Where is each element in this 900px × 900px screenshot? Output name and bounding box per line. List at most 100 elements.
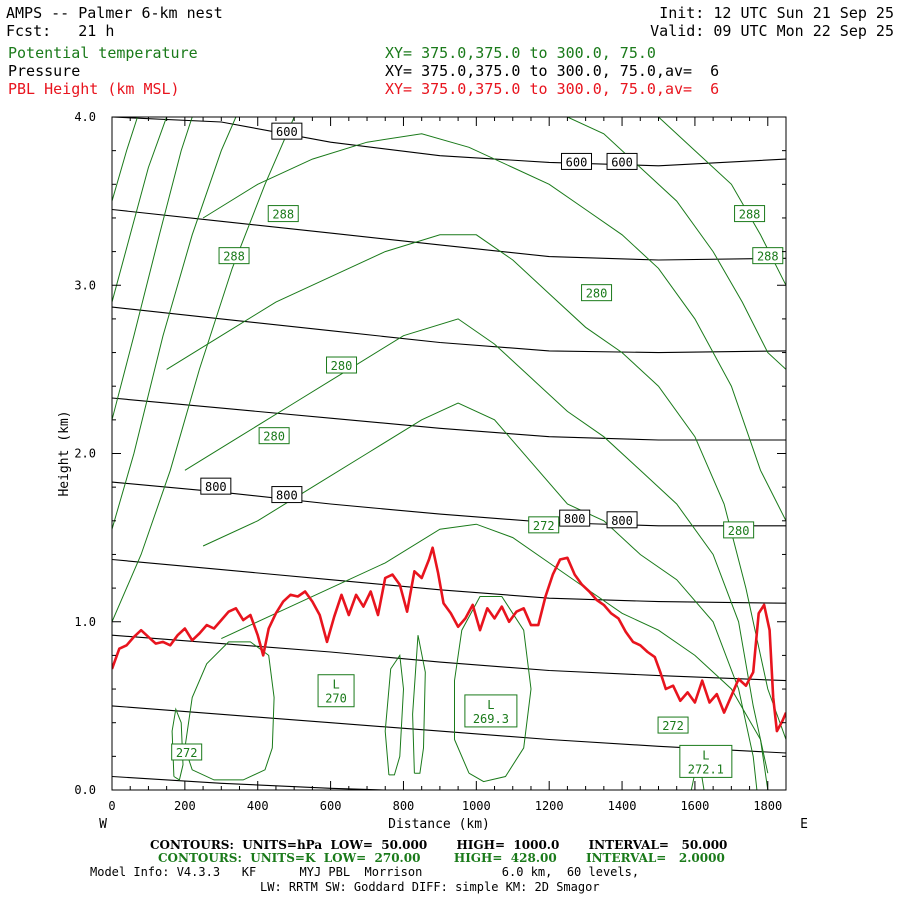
- contour-label-box: [200, 477, 232, 495]
- contour-label-box: [171, 743, 203, 761]
- contour-label-theta: 288: [223, 250, 245, 264]
- contour-label-theta: 272: [662, 719, 684, 733]
- field-pressure-title: Pressure: [8, 62, 81, 80]
- x-tick-label: 1400: [608, 799, 637, 813]
- contour-label-pressure: 800: [611, 514, 633, 528]
- low-center-symbol: L: [487, 698, 494, 712]
- contour-label-pressure: 800: [564, 512, 586, 526]
- theta-contour-2: [112, 117, 193, 420]
- field-pbl-title: PBL Height (km MSL): [8, 80, 180, 98]
- footer-theta-contours: CONTOURS: UNITS=K LOW= 270.00 HIGH= 428.…: [158, 851, 725, 865]
- x-tick-label: 600: [320, 799, 342, 813]
- theta-contour-8: [166, 234, 786, 740]
- cross-section-theta: XY= 375.0,375.0 to 300.0, 75.0: [385, 44, 656, 62]
- x-tick-label: 1600: [680, 799, 709, 813]
- theta-closed-contour-1: [454, 596, 532, 783]
- footer-pressure-contours: CONTOURS: UNITS=hPa LOW= 50.000 HIGH= 10…: [150, 838, 728, 852]
- x-tick-label: 200: [174, 799, 196, 813]
- contour-label-box: [734, 205, 766, 223]
- contour-label-theta: 280: [331, 359, 353, 373]
- low-center-value: 272.1: [688, 762, 724, 776]
- contour-label-box: [271, 486, 303, 504]
- low-center-box: [679, 744, 733, 778]
- contour-label-theta: 272: [176, 746, 198, 760]
- cross-section-plot: 600 600 600 800 800 800 800 288 288 288 288 280 280 2…: [57, 110, 808, 832]
- contour-label-pressure: 600: [566, 155, 588, 169]
- theta-closed-contour-0: [184, 641, 275, 781]
- theta-contour-3: [112, 117, 168, 303]
- x-tick-label: 1800: [753, 799, 782, 813]
- y-tick-label: 4.0: [74, 110, 96, 124]
- contour-label-theta: 288: [739, 208, 761, 222]
- theta-contour-9: [202, 133, 786, 522]
- footer-model-info: Model Info: V4.3.3 KF MYJ PBL Morrison 6…: [90, 865, 640, 879]
- pbl-height-line: [112, 546, 786, 733]
- contour-label-box: [606, 511, 638, 529]
- x-tick-label: 400: [247, 799, 269, 813]
- theta-contour-7: [184, 318, 769, 774]
- y-tick-label: 3.0: [74, 278, 96, 292]
- contour-label-box: [561, 152, 593, 170]
- x-tick-label: 800: [393, 799, 415, 813]
- contour-label-theta: 280: [586, 287, 608, 301]
- theta-closed-contour-2: [384, 653, 405, 776]
- field-theta-title: Potential temperature: [8, 44, 198, 62]
- model-title: AMPS -- Palmer 6-km nest: [6, 4, 223, 22]
- pressure-contour-750: [112, 397, 786, 441]
- pressure-contour-900: [112, 634, 786, 682]
- pressure-contour-950: [112, 705, 786, 754]
- y-tick-label: 2.0: [74, 447, 96, 461]
- contour-label-theta: 288: [757, 250, 779, 264]
- contour-label-box: [581, 284, 613, 302]
- west-label: W: [99, 817, 107, 832]
- contour-label-theta: 280: [263, 430, 285, 444]
- east-label: E: [800, 817, 808, 832]
- x-axis-title: Distance (km): [388, 817, 490, 832]
- contour-label-box: [267, 205, 299, 223]
- contour-label-box: [326, 356, 358, 374]
- contour-label-pressure: 600: [611, 155, 633, 169]
- valid-time: Valid: 09 UTC Mon 22 Sep 25: [650, 22, 894, 40]
- contour-label-box: [271, 122, 303, 140]
- contour-label-box: [258, 427, 290, 445]
- low-center-symbol: L: [702, 748, 709, 762]
- theta-contour-5: [221, 523, 769, 790]
- x-tick-label: 0: [108, 799, 115, 813]
- contour-label-box: [218, 247, 250, 265]
- pressure-contour-600: [112, 117, 786, 167]
- init-time: Init: 12 UTC Sun 21 Sep 25: [659, 4, 894, 22]
- pressure-contour-700: [112, 306, 786, 354]
- theta-closed-contour-3: [412, 635, 426, 774]
- forecast-hour: Fcst: 21 h: [6, 22, 115, 40]
- contour-label-box: [559, 509, 591, 527]
- contour-label-box: [723, 521, 755, 539]
- contour-label-theta: 288: [272, 208, 294, 222]
- pressure-contour-1000: [112, 775, 386, 790]
- contour-label-pressure: 800: [205, 480, 227, 494]
- x-tick-label: 1200: [535, 799, 564, 813]
- theta-contour-0: [112, 117, 295, 622]
- pressure-contour-850: [112, 558, 786, 604]
- low-center-box: [317, 674, 355, 708]
- contour-label-box: [606, 152, 638, 170]
- low-center-value: 270: [325, 692, 347, 706]
- y-tick-label: 1.0: [74, 615, 96, 629]
- contour-label-pressure: 800: [276, 489, 298, 503]
- contour-label-theta: 280: [728, 524, 750, 538]
- x-tick-label: 1000: [462, 799, 491, 813]
- contour-label-theta: 272: [533, 519, 555, 533]
- low-center-box: [464, 694, 518, 728]
- cross-section-pressure: XY= 375.0,375.0 to 300.0, 75.0,av= 6: [385, 62, 720, 80]
- theta-contour-6: [202, 402, 758, 790]
- theta-contour-1: [112, 117, 237, 530]
- y-tick-label: 0.0: [74, 783, 96, 797]
- y-axis-title: Height (km): [57, 410, 72, 496]
- low-center-value: 269.3: [473, 712, 509, 726]
- pressure-contour-650: [112, 208, 786, 261]
- contour-label-pressure: 600: [276, 125, 298, 139]
- theta-contour-10: [567, 117, 786, 370]
- contour-label-box: [528, 516, 560, 534]
- contour-label-box: [752, 247, 784, 265]
- theta-closed-contour-4: [171, 707, 184, 781]
- theta-contour-4: [112, 117, 138, 202]
